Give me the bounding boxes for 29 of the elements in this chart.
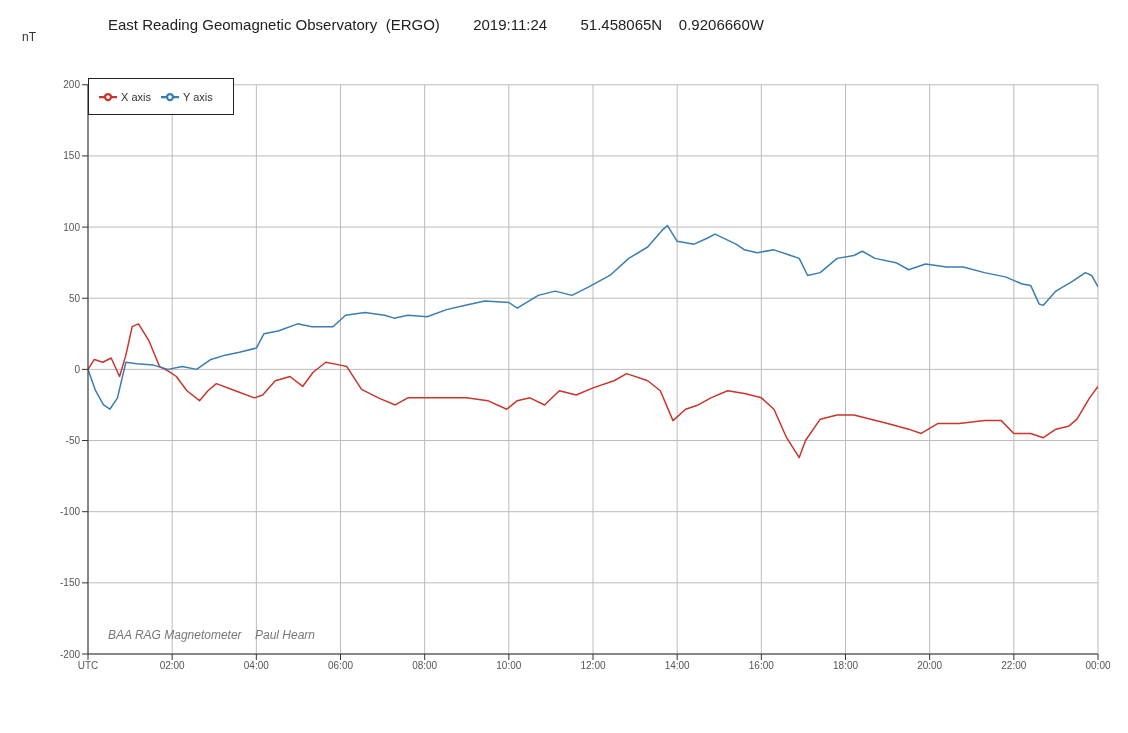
legend-label: X axis [121, 91, 151, 103]
x-tick-label: 04:00 [243, 660, 270, 672]
y-tick-label: -100 [59, 506, 81, 518]
x-tick-label: 10:00 [496, 660, 522, 672]
y-tick-label: 150 [63, 150, 81, 162]
y-tick-label: 50 [68, 292, 81, 304]
y-tick-label: -50 [65, 435, 81, 447]
x-tick-label: 16:00 [748, 660, 775, 672]
y-tick-label: -200 [59, 648, 81, 660]
y-tick-label: 100 [63, 221, 81, 233]
x-tick-label: 00:00 [1085, 660, 1111, 672]
x-tick-label: 12:00 [580, 660, 606, 672]
chart-title: East Reading Geomagnetic Observatory (ERGO) 2019:11:24 51.458065N 0.9206660W [108, 16, 764, 33]
x-tick-label: 02:00 [159, 660, 186, 672]
x-tick-label: 08:00 [412, 660, 438, 672]
line-series [88, 224, 1098, 410]
legend-label: Y axis [182, 91, 213, 103]
x-tick-label: 06:00 [327, 660, 354, 672]
annotation: BAA RAG Magnetometer Paul Hearn [108, 628, 315, 642]
x-tick-label: 14:00 [664, 660, 691, 672]
y-tick-label: 200 [63, 79, 81, 91]
x-tick-label: 18:00 [832, 660, 859, 672]
x-tick-label: 22:00 [1001, 660, 1027, 672]
y-axis-title: nT [22, 30, 37, 44]
y-tick-label: -150 [59, 577, 81, 589]
y-tick-label: 0 [74, 363, 81, 375]
line-series [88, 323, 1098, 459]
x-tick-label: UTC [77, 660, 99, 672]
x-tick-label: 20:00 [917, 660, 943, 672]
